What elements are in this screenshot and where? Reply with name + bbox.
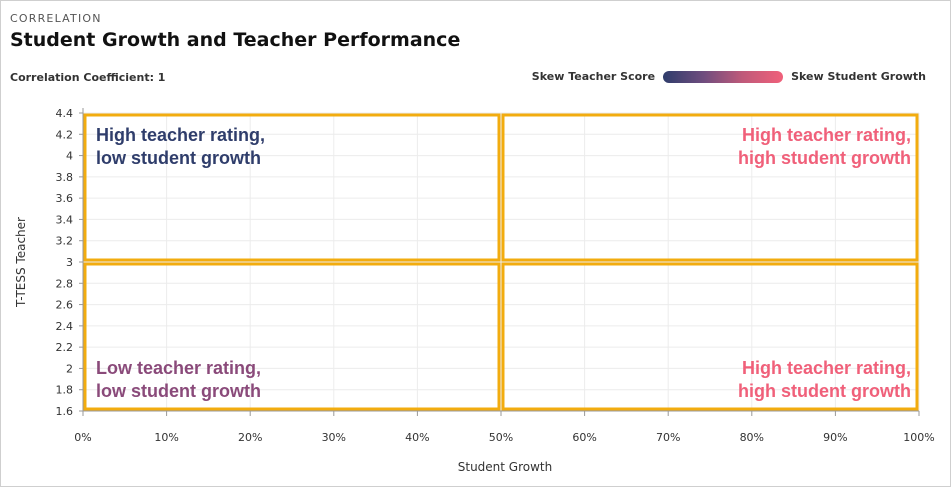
color-legend: Skew Teacher Score Skew Student Growth (532, 70, 926, 83)
x-axis-title: Student Growth (458, 460, 553, 474)
x-tick-label: 0% (74, 431, 91, 444)
x-tick-label: 100% (903, 431, 934, 444)
eyebrow-label: CORRELATION (10, 12, 102, 25)
correlation-coefficient: Correlation Coefficient: 1 (10, 71, 166, 84)
quadrant-top-left-border (83, 113, 501, 262)
quadrant-bottom-left-border (83, 262, 501, 411)
x-tick-label: 50% (489, 431, 513, 444)
y-tick-label: 4.2 (56, 128, 74, 141)
y-tick-label: 2.2 (56, 341, 74, 354)
y-tick-label: 3.6 (56, 192, 74, 205)
y-tick-label: 3 (66, 256, 73, 269)
y-tick-label: 3.4 (56, 213, 74, 226)
quadrant-top-right-border (501, 113, 919, 262)
y-tick-label: 3.8 (56, 171, 74, 184)
quadrant-label-bottom-right: High teacher rating, (742, 358, 911, 378)
y-tick-label: 2.6 (56, 299, 74, 312)
quadrant-label-top-right: High teacher rating, (742, 125, 911, 145)
legend-right-label: Skew Student Growth (791, 70, 926, 83)
x-tick-label: 70% (656, 431, 680, 444)
x-tick-label: 30% (322, 431, 346, 444)
quadrant-label-top-left: low student growth (96, 148, 261, 168)
quadrant-bottom-right-border (501, 262, 919, 411)
y-tick-label: 4.4 (56, 107, 74, 120)
y-tick-label: 2.8 (56, 277, 74, 290)
chart-title: Student Growth and Teacher Performance (10, 29, 461, 51)
quadrant-label-top-left: High teacher rating, (96, 125, 265, 145)
y-tick-label: 2 (66, 362, 73, 375)
quadrant-label-bottom-left: Low teacher rating, (96, 358, 261, 378)
x-tick-label: 10% (154, 431, 178, 444)
quadrant-label-bottom-right: high student growth (738, 381, 911, 401)
x-tick-label: 40% (405, 431, 429, 444)
x-tick-label: 80% (740, 431, 764, 444)
y-tick-label: 1.6 (56, 405, 74, 418)
y-axis-title: T-TESS Teacher (14, 217, 28, 308)
x-tick-label: 20% (238, 431, 262, 444)
y-tick-label: 1.8 (56, 384, 74, 397)
quadrant-label-bottom-left: low student growth (96, 381, 261, 401)
x-tick-label: 60% (572, 431, 596, 444)
y-tick-label: 2.4 (56, 320, 74, 333)
quadrant-label-top-right: high student growth (738, 148, 911, 168)
y-tick-label: 3.2 (56, 235, 74, 248)
y-tick-label: 4 (66, 150, 73, 163)
legend-gradient-bar (663, 70, 784, 83)
legend-left-label: Skew Teacher Score (531, 70, 656, 83)
x-tick-label: 90% (823, 431, 847, 444)
